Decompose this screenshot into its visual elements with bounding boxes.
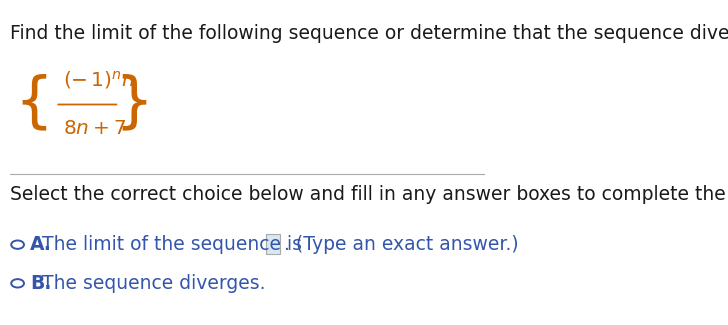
Text: . (Type an exact answer.): . (Type an exact answer.) — [285, 235, 519, 254]
FancyBboxPatch shape — [266, 234, 280, 254]
Text: $(-\,1)^n n$: $(-\,1)^n n$ — [63, 69, 135, 91]
Text: The sequence diverges.: The sequence diverges. — [41, 274, 265, 293]
Text: {: { — [15, 73, 54, 132]
Text: }: } — [114, 73, 154, 132]
Text: B.: B. — [30, 274, 51, 293]
Text: Find the limit of the following sequence or determine that the sequence diverges: Find the limit of the following sequence… — [10, 24, 728, 43]
Text: $8n + 7$: $8n + 7$ — [63, 119, 126, 138]
Text: The limit of the sequence is: The limit of the sequence is — [41, 235, 301, 254]
Text: A.: A. — [30, 235, 52, 254]
Text: Select the correct choice below and fill in any answer boxes to complete the cho: Select the correct choice below and fill… — [10, 185, 728, 204]
